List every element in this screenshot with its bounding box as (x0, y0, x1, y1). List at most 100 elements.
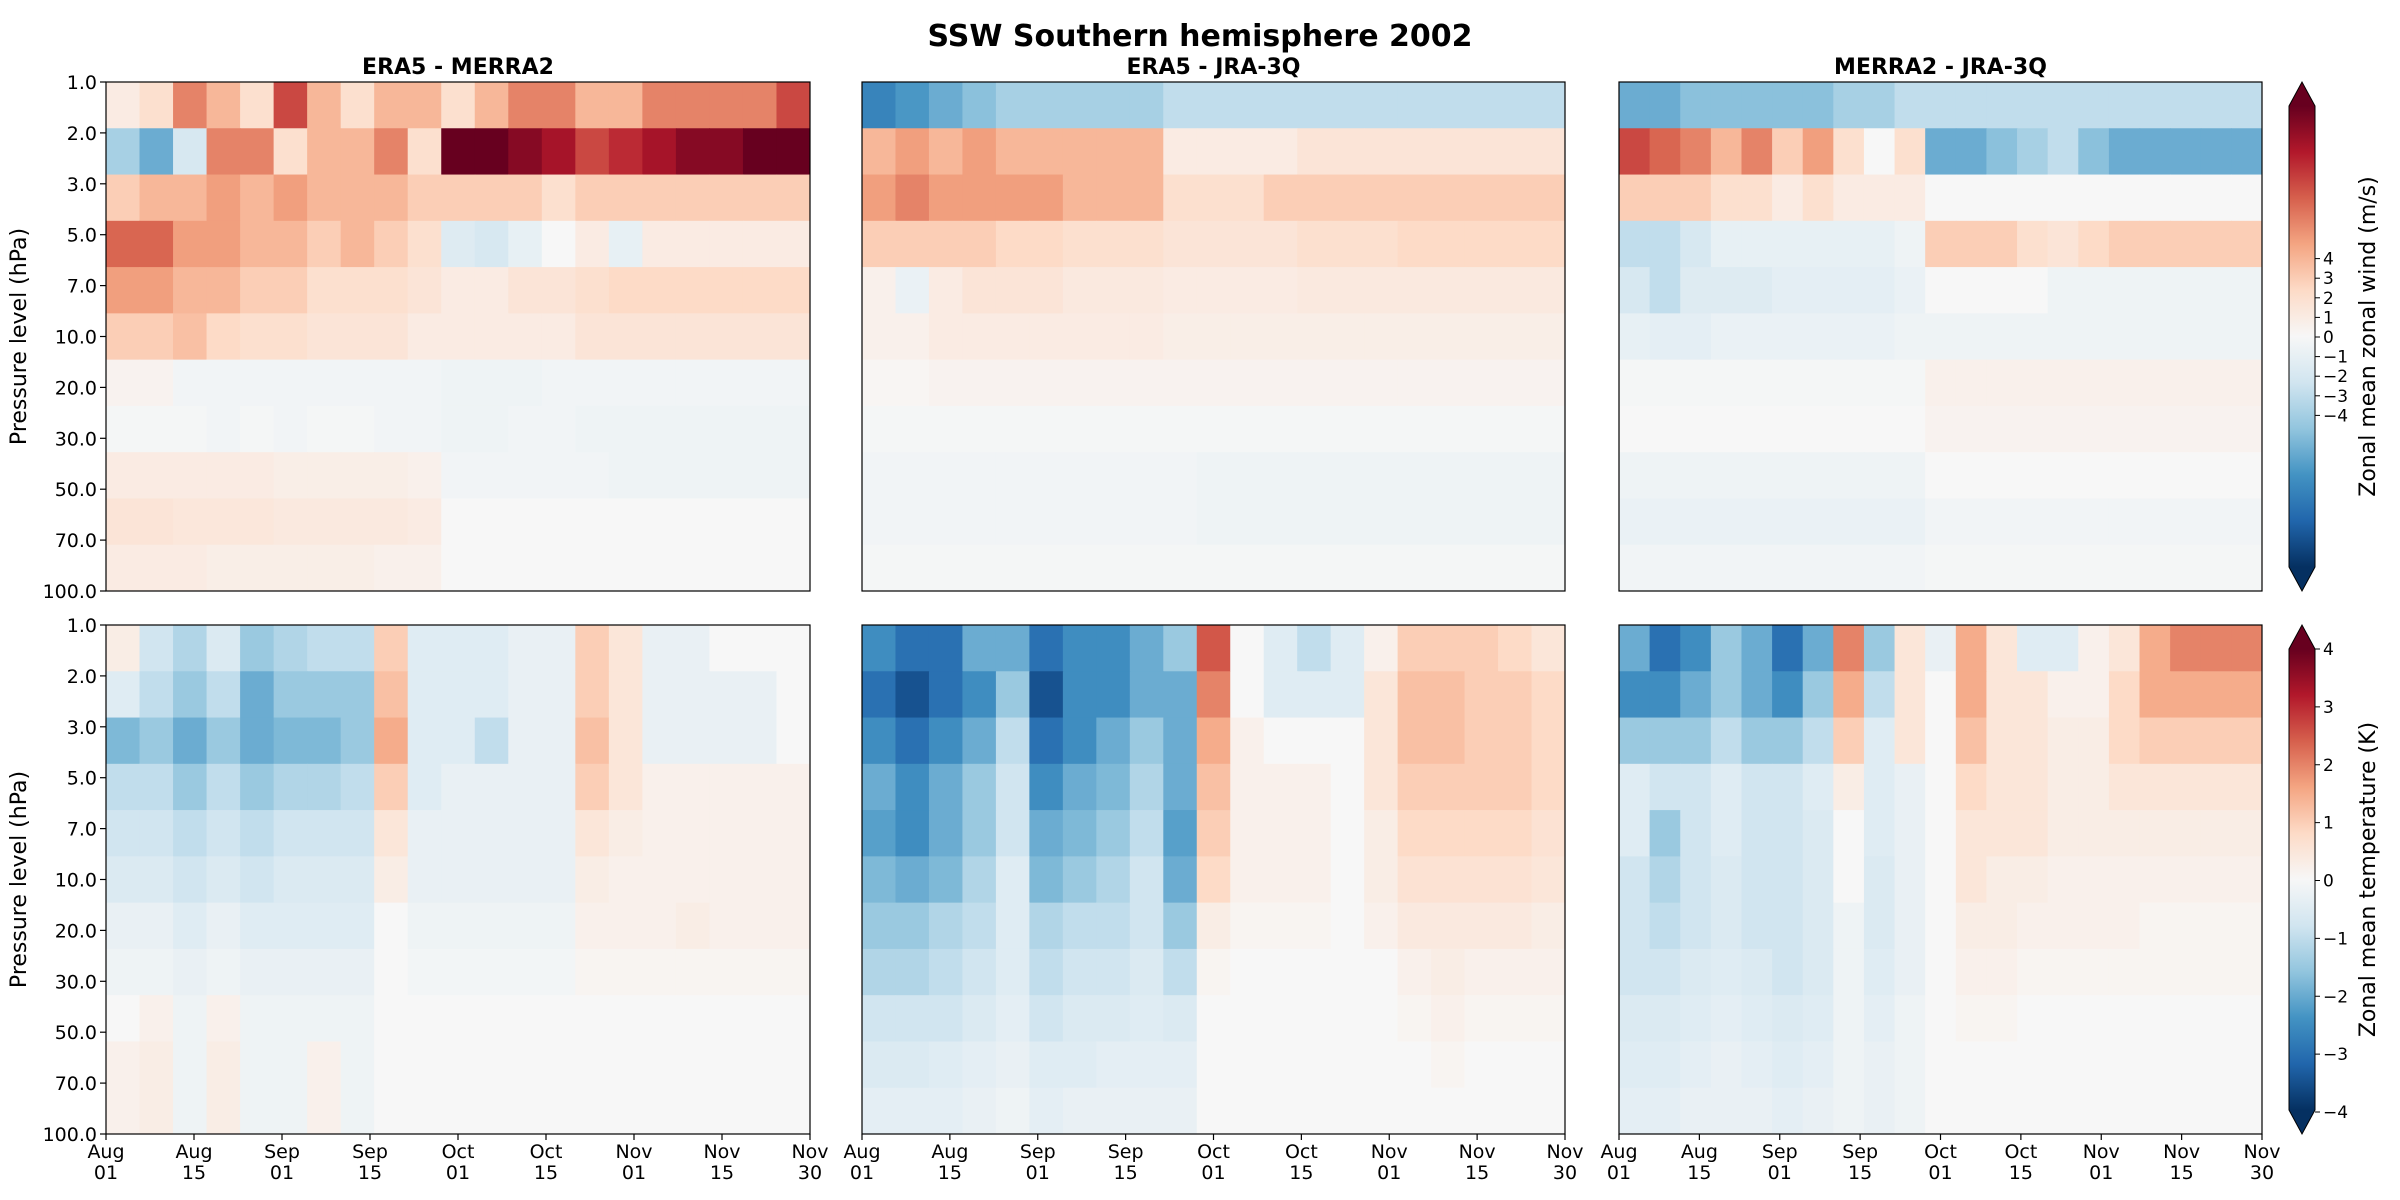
heatmap-cell (273, 174, 308, 222)
heatmap-cell (1464, 405, 1499, 453)
heatmap-cell (1196, 625, 1231, 672)
heatmap-cell (2078, 544, 2110, 591)
heatmap-cell (1297, 267, 1332, 314)
heatmap-cell (1802, 452, 1834, 500)
heatmap-cell (742, 498, 778, 546)
heatmap-cell (1680, 359, 1712, 407)
heatmap-cell (1710, 498, 1743, 546)
heatmap-cell (2170, 1087, 2202, 1134)
heatmap-cell (1364, 313, 1399, 361)
heatmap-cell (1196, 763, 1231, 811)
y-tick-label: 10.0 (55, 327, 97, 349)
heatmap-cell (1863, 995, 1896, 1043)
heatmap-cell (1431, 948, 1466, 996)
heatmap-cell (1741, 220, 1773, 268)
heatmap-cell (1230, 174, 1265, 222)
heatmap-cell (307, 948, 342, 996)
heatmap-cell (1498, 405, 1533, 453)
heatmap-cell (1263, 763, 1298, 811)
heatmap-cell (1330, 452, 1365, 500)
heatmap-cell (608, 810, 643, 857)
heatmap-cell (575, 1087, 610, 1134)
heatmap-cell (1649, 220, 1681, 268)
heatmap-cell (962, 267, 997, 314)
heatmap-cell (1397, 405, 1432, 453)
heatmap-cell (862, 498, 897, 546)
heatmap-cell (742, 359, 778, 407)
heatmap-cell (273, 128, 308, 176)
heatmap-cell (173, 810, 208, 857)
heatmap-cell (374, 313, 409, 361)
heatmap-cell (709, 717, 744, 765)
heatmap-cell (1397, 995, 1432, 1043)
heatmap-cell (240, 810, 275, 857)
heatmap-cell (2047, 810, 2079, 857)
heatmap-cell (139, 544, 174, 591)
heatmap-cell (1955, 763, 1988, 811)
heatmap-cell (1833, 405, 1865, 453)
colorbar-tick-label: −3 (2323, 1045, 2348, 1065)
heatmap-cell (273, 948, 308, 996)
heatmap-cell (106, 82, 141, 129)
heatmap-cell (776, 810, 810, 857)
heatmap-cell (273, 671, 308, 719)
heatmap-cell (1894, 405, 1926, 453)
heatmap-cell (2139, 995, 2171, 1043)
heatmap-cell (1196, 82, 1231, 129)
y-tick-label: 7.0 (67, 276, 97, 298)
heatmap-cell (1649, 359, 1681, 407)
heatmap-cell (1129, 452, 1164, 500)
heatmap-cells (862, 625, 1565, 1134)
heatmap-cell (895, 1087, 930, 1134)
heatmap-cell (474, 763, 509, 811)
heatmap-cell (2108, 174, 2141, 222)
heatmap-cell (2047, 267, 2079, 314)
heatmap-cell (1029, 82, 1064, 129)
heatmap-cell (340, 1041, 375, 1089)
heatmap-cell (1196, 452, 1231, 500)
heatmap-cell (1710, 452, 1743, 500)
heatmap-cell (1710, 267, 1743, 314)
heatmap-cell (541, 995, 576, 1043)
heatmap-cell (1925, 1041, 1957, 1089)
heatmap-cell (1431, 82, 1466, 129)
heatmap-cell (1029, 313, 1064, 361)
panel-bottom-left: 1.0 2.0 3.0 5.0 7.0 10.0 20.0 30.0 50.0 70.0 100.0… (7, 615, 829, 1184)
x-tick-label: Sep 01 (264, 1141, 300, 1184)
heatmap-cell (1531, 405, 1565, 453)
heatmap-cell (307, 625, 342, 672)
heatmap-cell (1129, 1087, 1164, 1134)
heatmap-cell (1297, 128, 1332, 176)
heatmap-cell (106, 313, 141, 361)
heatmap-cell (307, 810, 342, 857)
heatmap-cell (1680, 625, 1712, 672)
heatmap-cell (895, 267, 930, 314)
heatmap-cell (1196, 902, 1231, 950)
heatmap-cell (1710, 763, 1743, 811)
heatmap-cell (1096, 267, 1131, 314)
heatmap-cell (1710, 359, 1743, 407)
heatmap-cell (608, 359, 643, 407)
heatmap-cell (1330, 267, 1365, 314)
heatmap-cell (742, 267, 778, 314)
heatmap-cell (1330, 948, 1365, 996)
heatmap-cell (340, 948, 375, 996)
heatmap-cell (1163, 948, 1198, 996)
heatmap-cell (675, 1087, 711, 1134)
heatmap-cell (1129, 625, 1164, 672)
heatmap-cell (1649, 1041, 1681, 1089)
heatmap-cell (1710, 1041, 1743, 1089)
heatmap-cell (895, 717, 930, 765)
heatmap-cell (508, 128, 543, 176)
heatmap-cell (995, 405, 1030, 453)
heatmap-cell (240, 82, 275, 129)
heatmap-cell (575, 498, 610, 546)
heatmap-cell (709, 267, 744, 314)
heatmap-cell (1802, 405, 1834, 453)
heatmap-cell (474, 671, 509, 719)
heatmap-cell (2231, 128, 2262, 176)
heatmap-cell (106, 671, 141, 719)
heatmap-cell (1062, 995, 1097, 1043)
y-axis-label: Pressure level (hPa) (7, 771, 32, 988)
heatmap-cell (1531, 82, 1565, 129)
